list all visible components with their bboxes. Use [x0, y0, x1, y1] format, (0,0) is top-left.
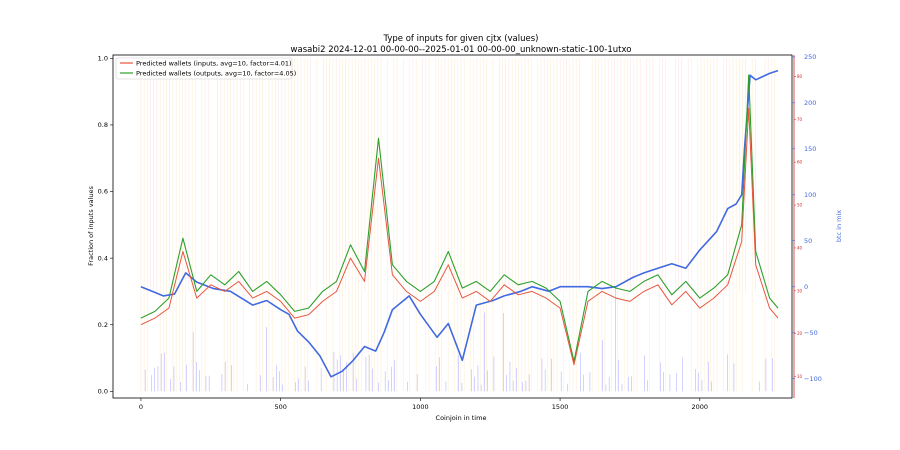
- inner-right-tick-label: 10: [797, 374, 803, 379]
- y-tick-label: 0.6: [98, 188, 108, 196]
- inner-right-tick-label: 80: [797, 74, 803, 79]
- y-tick-label: 1.0: [98, 55, 108, 63]
- x-tick-label: 500: [274, 403, 286, 411]
- right-tick-label: 250: [804, 53, 816, 61]
- y-axis-label: Fraction of inputs values: [87, 186, 95, 266]
- chart-title: Type of inputs for given cjtx (values): [383, 34, 539, 44]
- right-tick-label: 0: [804, 283, 808, 291]
- right-tick-label: 50: [804, 237, 812, 245]
- x-tick-label: 1000: [412, 403, 429, 411]
- series-inputs: [140, 107, 779, 366]
- inner-right-tick-label: 40: [797, 245, 803, 250]
- axes-layer: 0.00.20.40.60.81.00 500 1000 1500 2000−100−5…: [98, 53, 822, 411]
- right-tick-label: −100: [804, 375, 822, 383]
- right-tick-label: 100: [804, 191, 816, 199]
- y-tick-label: 0.2: [98, 321, 108, 329]
- plot-frame: [112, 54, 793, 399]
- inner-right-tick-label: 50: [797, 203, 803, 208]
- series-btc-in-mix: [140, 69, 779, 378]
- vertical-lines-layer: [140, 58, 775, 392]
- x-tick-label: 1500: [552, 403, 569, 411]
- inner-right-tick-label: 70: [797, 117, 803, 122]
- series-layer: [140, 69, 779, 378]
- y-tick-label: 0.0: [98, 388, 108, 396]
- right-tick-label: 200: [804, 99, 816, 107]
- right-tick-label: 150: [804, 145, 816, 153]
- x-tick-label: 0: [139, 403, 143, 411]
- legend: Predicted wallets (inputs, avg=10, facto…: [115, 57, 296, 80]
- legend-label-outputs: Predicted wallets (outputs, avg=10, fact…: [136, 70, 296, 78]
- inner-right-tick-label: 60: [797, 160, 803, 165]
- right-axis-label: btc in mix: [835, 210, 843, 242]
- inner-right-tick-label: 30: [797, 288, 803, 293]
- legend-box: [115, 57, 293, 80]
- y-tick-label: 0.8: [98, 121, 108, 129]
- chart-subtitle: wasabi2 2024-12-01 00-00-00--2025-01-01 …: [291, 45, 632, 55]
- right-tick-label: −50: [804, 329, 818, 337]
- x-tick-label: 2000: [692, 403, 709, 411]
- series-outputs: [140, 74, 779, 362]
- legend-label-inputs: Predicted wallets (inputs, avg=10, facto…: [136, 60, 292, 68]
- inner-right-tick-label: 20: [797, 331, 803, 336]
- x-axis-label: Coinjoin in time: [436, 414, 487, 422]
- y-tick-label: 0.4: [98, 254, 108, 262]
